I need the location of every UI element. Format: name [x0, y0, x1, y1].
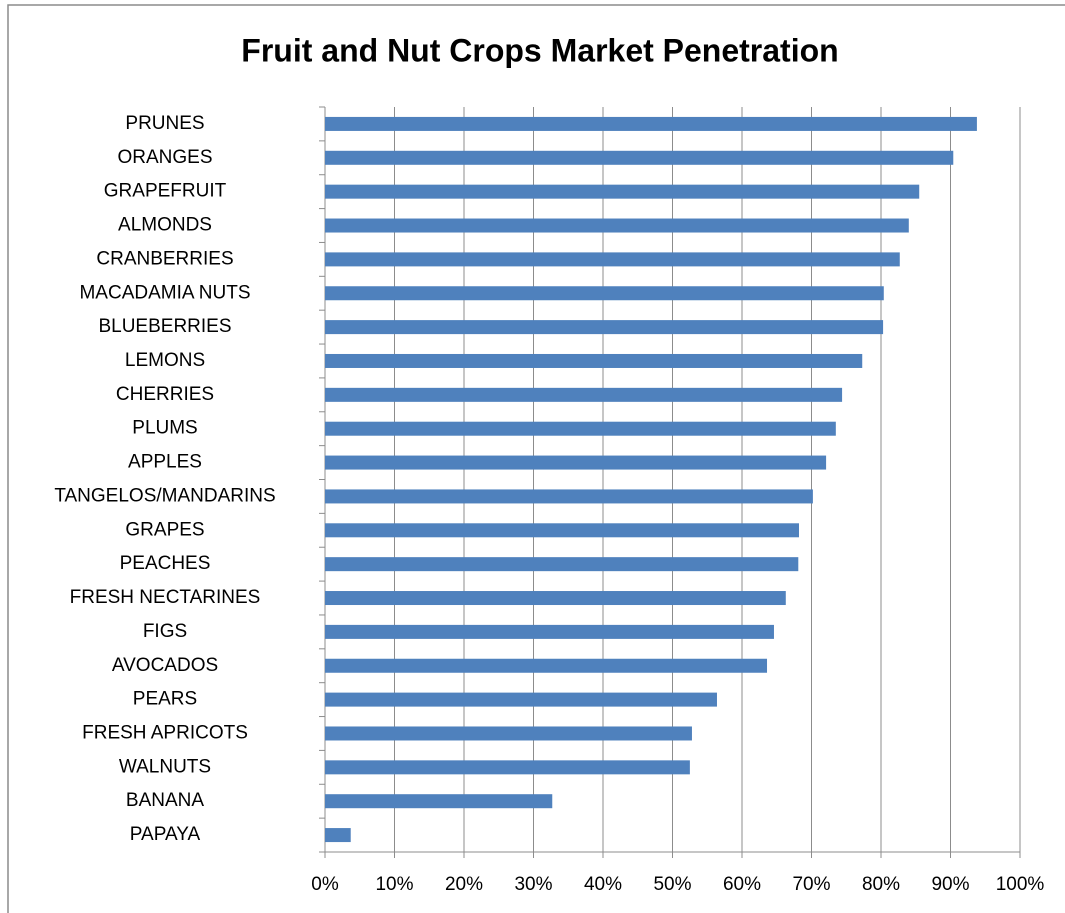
y-tick-label: BLUEBERRIES: [98, 316, 231, 337]
bar: [325, 489, 813, 504]
y-tick-label: GRAPEFRUIT: [104, 181, 227, 202]
x-tick-label: 70%: [792, 874, 830, 895]
y-tick-label: APPLES: [128, 452, 202, 473]
bar: [325, 726, 692, 741]
y-tick-label: PLUMS: [132, 418, 197, 439]
bar: [325, 591, 786, 606]
x-tick-label: 50%: [653, 874, 691, 895]
bar: [325, 658, 768, 673]
x-tick-label: 20%: [445, 874, 483, 895]
bar: [325, 760, 690, 775]
y-tick-label: TANGELOS/MANDARINS: [54, 485, 275, 506]
bar: [325, 387, 843, 402]
y-tick-label: FRESH APRICOTS: [82, 722, 248, 743]
bar: [325, 624, 774, 639]
x-tick-label: 100%: [996, 874, 1045, 895]
y-tick-label: FIGS: [143, 621, 187, 642]
bar: [325, 116, 977, 131]
x-tick-label: 90%: [931, 874, 969, 895]
bar: [325, 421, 836, 436]
y-tick-label: LEMONS: [125, 350, 205, 371]
y-tick-label: WALNUTS: [119, 756, 211, 777]
y-tick-label: FRESH NECTARINES: [70, 587, 261, 608]
bar: [325, 218, 909, 233]
x-tick-label: 80%: [862, 874, 900, 895]
bar: [325, 455, 827, 470]
bar: [325, 184, 920, 199]
bar: [325, 252, 900, 267]
bar: [325, 523, 799, 538]
y-tick-label: ORANGES: [117, 147, 212, 168]
bar: [325, 557, 799, 572]
x-tick-label: 10%: [375, 874, 413, 895]
chart-title: Fruit and Nut Crops Market Penetration: [241, 32, 838, 68]
y-tick-label: ALMONDS: [118, 215, 212, 236]
x-tick-label: 30%: [514, 874, 552, 895]
y-tick-label: AVOCADOS: [112, 655, 218, 676]
bar: [325, 150, 954, 165]
y-tick-label: CHERRIES: [116, 384, 214, 405]
bar: [325, 353, 863, 368]
y-tick-label: PAPAYA: [130, 824, 201, 845]
y-tick-label: PRUNES: [125, 113, 204, 134]
bar: [325, 828, 351, 843]
y-tick-label: BANANA: [126, 790, 204, 811]
x-tick-label: 60%: [723, 874, 761, 895]
y-tick-label: CRANBERRIES: [96, 248, 233, 269]
y-tick-label: MACADAMIA NUTS: [79, 282, 250, 303]
bar: [325, 794, 553, 809]
bar: [325, 692, 717, 707]
bar: [325, 320, 884, 335]
y-tick-label: GRAPES: [125, 519, 204, 540]
y-tick-label: PEARS: [133, 689, 197, 710]
x-tick-label: 0%: [311, 874, 339, 895]
x-tick-label: 40%: [584, 874, 622, 895]
y-tick-label: PEACHES: [120, 553, 211, 574]
bar: [325, 286, 884, 301]
